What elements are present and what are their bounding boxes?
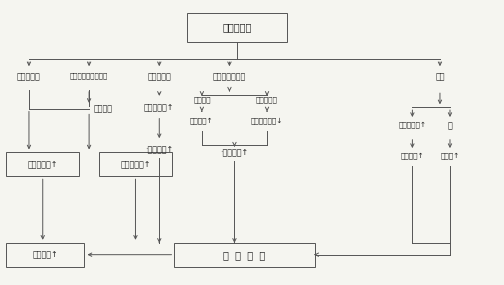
FancyBboxPatch shape: [7, 152, 79, 176]
FancyBboxPatch shape: [7, 243, 84, 267]
Text: 醛固酮分泌↑: 醛固酮分泌↑: [144, 103, 174, 112]
Text: 渴: 渴: [448, 121, 453, 130]
Text: 水再吸收↑: 水再吸收↑: [401, 152, 424, 159]
Text: 细血管收缩↑: 细血管收缩↑: [28, 160, 58, 169]
Text: 滤过部分↑: 滤过部分↑: [190, 117, 214, 124]
Text: 钠  水  潴  留: 钠 水 潴 留: [223, 250, 266, 260]
Text: 肾上腺皮质: 肾上腺皮质: [147, 72, 171, 81]
Text: ·钠再吸收↑: ·钠再吸收↑: [220, 148, 248, 157]
Text: （细动脉）: （细动脉）: [256, 96, 278, 103]
Text: 抗利尿激素↑: 抗利尿激素↑: [398, 121, 426, 128]
Text: ·钠再吸收↑: ·钠再吸收↑: [145, 145, 173, 154]
Text: 心脏排出量↑: 心脏排出量↑: [120, 160, 151, 169]
Text: 动脉血压↑: 动脉血压↑: [32, 250, 58, 259]
Text: 交感神经: 交感神经: [94, 104, 113, 113]
FancyBboxPatch shape: [187, 13, 287, 42]
Text: 血管平滑肌: 血管平滑肌: [17, 72, 41, 81]
Text: 肾小球滤过率↓: 肾小球滤过率↓: [251, 117, 283, 124]
Text: 中枢和周围神经系统: 中枢和周围神经系统: [70, 72, 108, 79]
FancyBboxPatch shape: [99, 152, 172, 176]
Text: 对肾脏直接作用: 对肾脏直接作用: [213, 72, 246, 81]
Text: 水摄入↑: 水摄入↑: [440, 152, 460, 159]
Text: 大脑: 大脑: [435, 72, 445, 81]
Text: （小管）: （小管）: [193, 96, 211, 103]
FancyBboxPatch shape: [174, 243, 314, 267]
Text: 血管紧张素: 血管紧张素: [222, 23, 251, 32]
